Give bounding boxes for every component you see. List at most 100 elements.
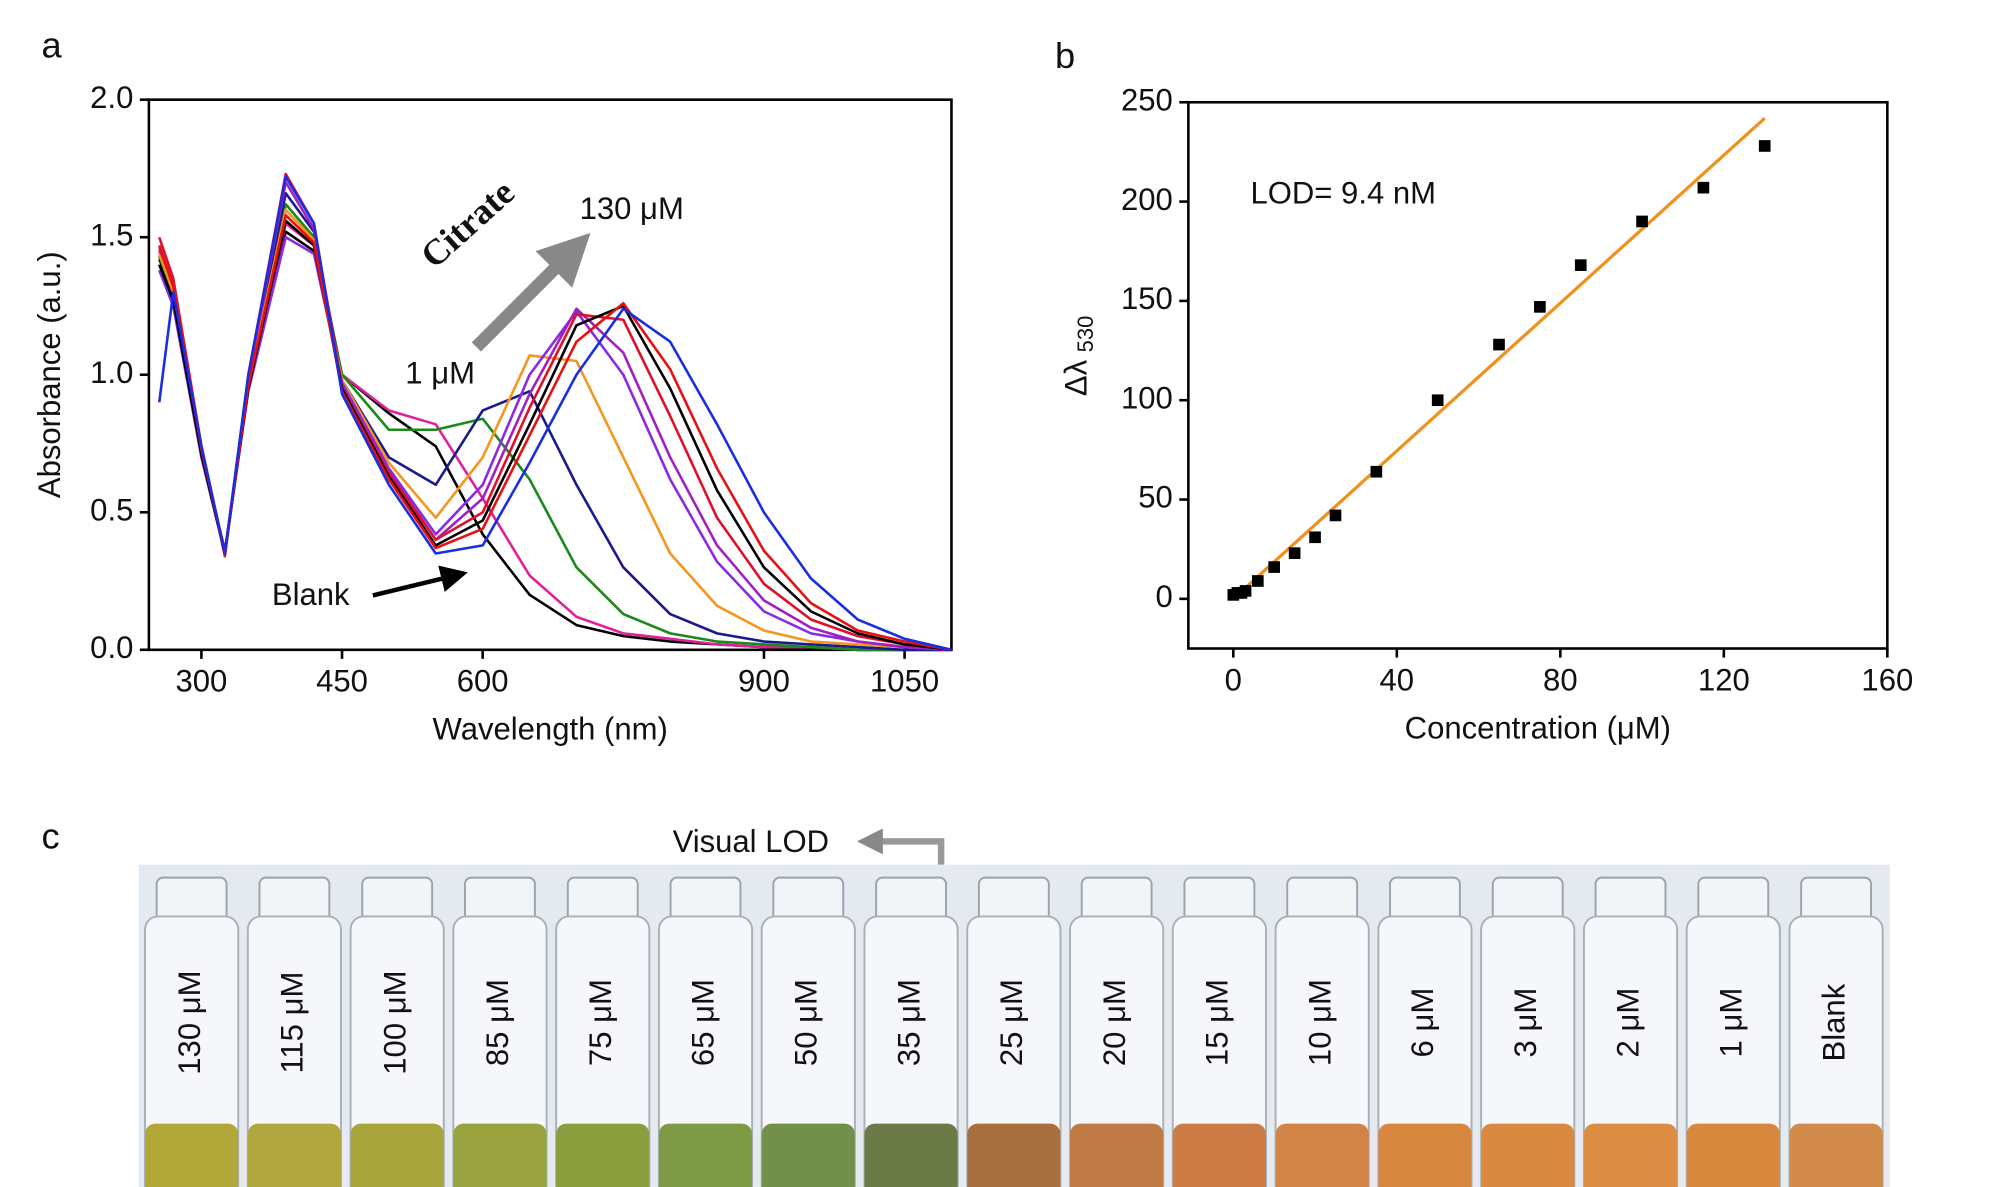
panel-label: a (41, 24, 62, 65)
vial-label: 15 μM (1200, 979, 1235, 1066)
fit-line (1232, 116, 1766, 601)
y-axis-label-sub: 530 (1073, 316, 1098, 353)
annotation: 130 μM (580, 191, 684, 226)
vial-body (452, 915, 548, 1187)
vial-liquid (1686, 1123, 1780, 1187)
plot-frame (1187, 100, 1889, 650)
x-axis-label: Concentration (μM) (1405, 710, 1671, 745)
y-tick-label: 50 (1138, 480, 1173, 515)
vial-label: 25 μM (994, 979, 1029, 1066)
vial-body (1274, 915, 1370, 1187)
vial-liquid (761, 1123, 855, 1187)
x-tick-label: 1050 (870, 664, 939, 699)
plot-frame (147, 98, 953, 652)
x-tick-label: 900 (738, 664, 790, 699)
vial-liquid (864, 1123, 958, 1187)
vial-body (760, 915, 856, 1187)
vial-body (1788, 915, 1884, 1187)
vial-body (1582, 915, 1679, 1187)
vial-body (1377, 915, 1473, 1187)
vial-label: 1 μM (1714, 988, 1749, 1058)
vial-body (1171, 915, 1267, 1187)
data-point (1636, 215, 1648, 228)
vial-body (863, 915, 959, 1187)
x-tick-label: 160 (1861, 662, 1913, 697)
panel-label: b (1055, 35, 1075, 76)
vial-liquid (247, 1123, 341, 1187)
data-point (1697, 181, 1710, 194)
vial-body (966, 915, 1062, 1187)
data-point (1493, 338, 1505, 351)
vial-label: 115 μM (275, 972, 310, 1074)
vial-body (1480, 915, 1576, 1187)
vial-label: 85 μM (480, 979, 515, 1066)
vial-label: 3 μM (1508, 988, 1543, 1058)
y-tick-label: 0.0 (90, 630, 133, 665)
vial-body (657, 915, 754, 1187)
vial-label: 35 μM (891, 979, 926, 1066)
vials: 130 μM 115 μM 100 μM 85 μM 75 μM 65 μM 50 μM 35… (144, 876, 1884, 1187)
data-point (1431, 394, 1444, 407)
x-tick-label: 0 (1225, 662, 1242, 697)
vial-label: 2 μM (1611, 988, 1646, 1058)
annotation: 1 μM (405, 356, 475, 391)
data-point (1758, 140, 1771, 152)
vial-label: 10 μM (1302, 979, 1337, 1066)
vial-liquid (1070, 1123, 1164, 1187)
vial-liquid (1583, 1123, 1678, 1187)
vial-body (144, 915, 240, 1187)
x-tick-label: 450 (316, 664, 368, 699)
y-tick-label: 200 (1121, 182, 1173, 217)
vial-liquid (658, 1123, 753, 1187)
vial-label: 50 μM (788, 979, 823, 1066)
vial-label: 100 μM (377, 971, 412, 1075)
y-axis-label: Absorbance (a.u.) (32, 251, 67, 498)
arrow (856, 828, 945, 865)
data-point (1309, 531, 1321, 544)
arrow (471, 232, 591, 352)
y-tick-label: 0 (1156, 579, 1173, 614)
x-tick-label: 300 (176, 664, 228, 699)
annotation: LOD= 9.4 nM (1250, 176, 1436, 211)
vial-label: 75 μM (583, 979, 618, 1066)
y-tick-label: 250 (1121, 82, 1173, 117)
data-point (1268, 561, 1281, 573)
vial-liquid (556, 1123, 650, 1187)
vial-label: Blank (1816, 983, 1851, 1061)
arrow (372, 565, 468, 598)
vial-liquid (1789, 1123, 1883, 1187)
vial-liquid (1378, 1123, 1472, 1187)
y-tick-label: 150 (1121, 281, 1173, 316)
x-tick-label: 40 (1380, 662, 1415, 697)
vial-liquid (145, 1123, 239, 1187)
data-point (1329, 509, 1342, 522)
y-tick-label: 0.5 (90, 492, 133, 527)
vial-body (246, 915, 342, 1187)
vial-liquid (453, 1123, 547, 1187)
annotation: Visual LOD (673, 824, 829, 859)
vial-liquid (1481, 1123, 1575, 1187)
vial-label: 20 μM (1097, 979, 1132, 1066)
x-tick-label: 600 (457, 664, 509, 699)
vial-label: 65 μM (686, 979, 721, 1066)
data-point (1252, 575, 1264, 587)
panel-label: c (41, 815, 59, 856)
annotation: Citrate (413, 172, 522, 276)
vial-liquid (1275, 1123, 1369, 1187)
vial-label: 130 μM (172, 971, 207, 1075)
data-point (1534, 301, 1546, 313)
x-tick-label: 120 (1698, 662, 1750, 697)
data-point (1370, 465, 1383, 478)
y-tick-label: 1.0 (90, 355, 133, 390)
vial-label: 6 μM (1405, 988, 1440, 1058)
y-tick-label: 2.0 (90, 80, 133, 115)
y-axis-label: Δλ (1059, 359, 1094, 396)
vial-liquid (350, 1123, 444, 1187)
y-tick-label: 1.5 (90, 217, 133, 252)
vial-body (349, 915, 445, 1187)
annotation: Blank (272, 577, 350, 612)
x-axis-label: Wavelength (nm) (433, 712, 668, 747)
vial-liquid (1172, 1123, 1267, 1187)
